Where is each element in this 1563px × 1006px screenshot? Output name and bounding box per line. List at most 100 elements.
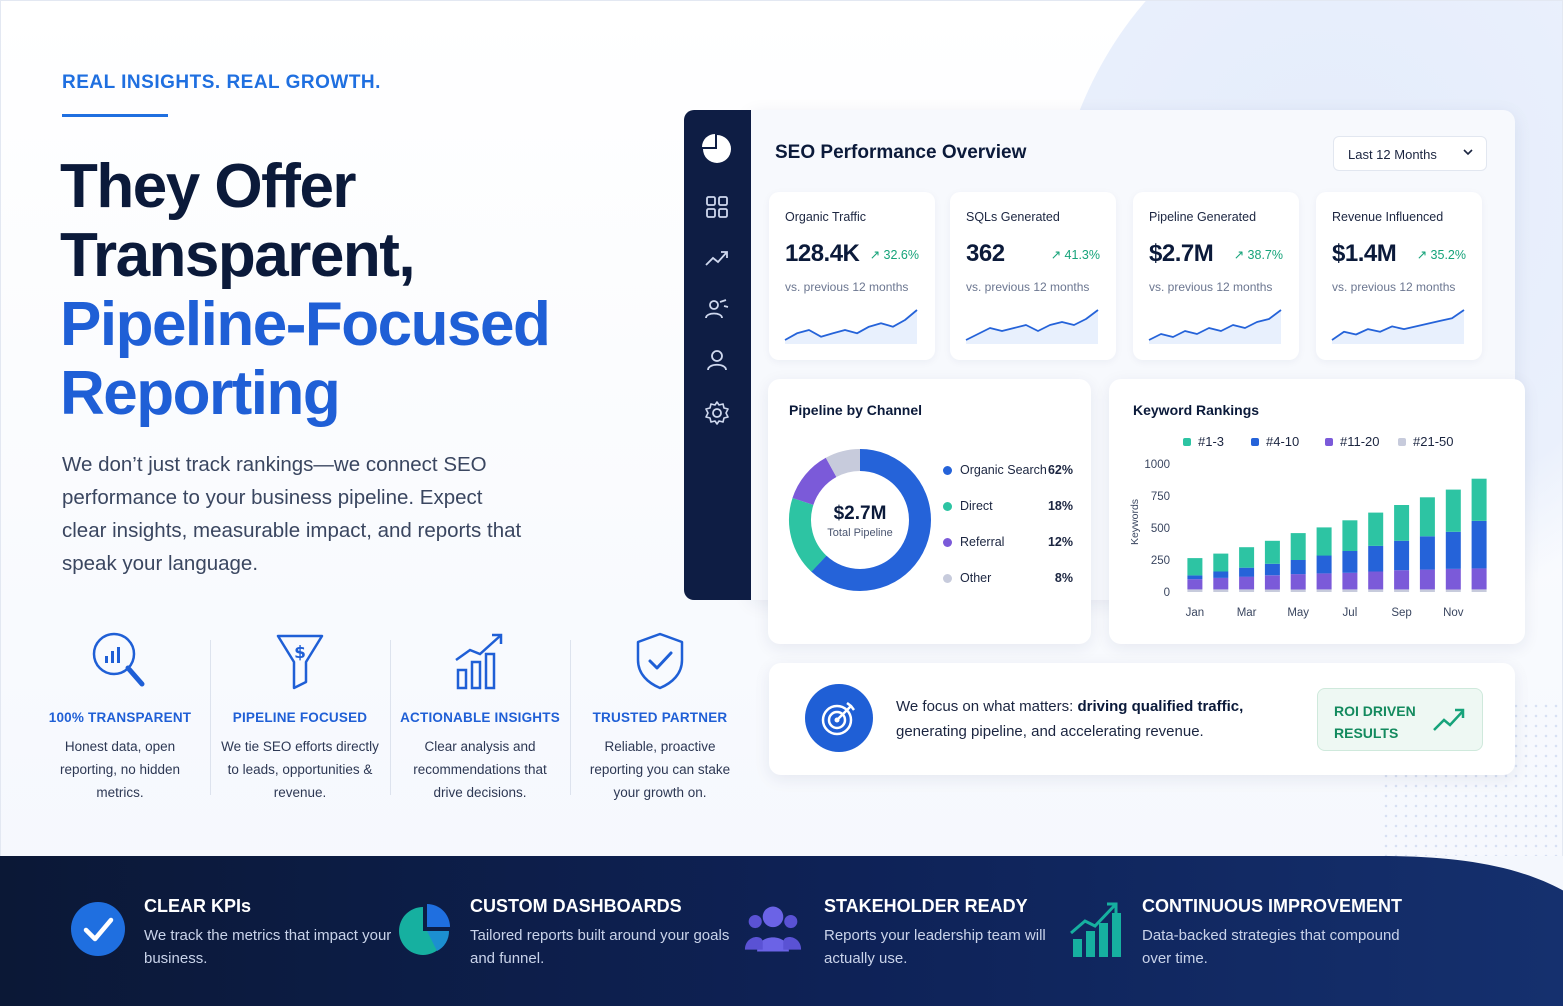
feature-desc: Clear analysis and recommendations that … [413, 739, 547, 800]
bar-segment [1239, 576, 1255, 590]
bar-segment [1187, 575, 1203, 580]
date-range-select[interactable]: Last 12 Months [1333, 136, 1487, 171]
bar-segment [1368, 589, 1384, 592]
footer-desc: We track the metrics that impact your bu… [144, 927, 392, 967]
legend-label: Other [960, 571, 992, 585]
legend-label: #11-20 [1340, 434, 1380, 449]
feature-trusted: TRUSTED PARTNER Reliable, proactive repo… [570, 630, 750, 805]
roi-badge-line-1: ROI DRIVEN [1334, 703, 1416, 719]
sparkline-chart [784, 309, 918, 344]
bar-segment [1342, 589, 1358, 592]
feature-pipeline: $ PIPELINE FOCUSED We tie SEO efforts di… [210, 630, 390, 805]
bar-segment [1264, 540, 1280, 564]
footer-curve [1380, 856, 1563, 891]
bar-segment [1264, 589, 1280, 592]
legend-item: #11-20 [1325, 434, 1380, 449]
kpi-delta: ↗ 41.3% [1050, 248, 1100, 262]
kpi-card-sqls[interactable]: SQLs Generated 362 ↗ 41.3% vs. previous … [950, 192, 1116, 360]
donut-slice [789, 449, 931, 591]
footer-title: CLEAR KPIs [144, 896, 252, 916]
keyword-title: Keyword Rankings [1133, 402, 1260, 418]
kpi-card-revenue[interactable]: Revenue Influenced $1.4M ↗ 35.2% vs. pre… [1316, 192, 1482, 360]
y-tick-label: 500 [1151, 523, 1170, 535]
bar-segment [1213, 553, 1229, 572]
feature-insights: ACTIONABLE INSIGHTS Clear analysis and r… [390, 630, 570, 805]
kpi-label: Organic Traffic [785, 210, 867, 224]
kpi-value: $1.4M [1332, 240, 1397, 267]
growth-chart-icon [390, 630, 570, 692]
legend-dot [943, 502, 952, 511]
page-title: They Offer Transparent, Pipeline-Focused… [60, 152, 551, 428]
feature-list: 100% TRANSPARENT Honest data, open repor… [30, 630, 750, 805]
legend-dot [943, 574, 952, 583]
feature-transparent: 100% TRANSPARENT Honest data, open repor… [30, 630, 210, 805]
headline-line-2: Transparent, [60, 221, 416, 290]
bar-segment [1368, 512, 1384, 546]
bar-segment [1394, 570, 1410, 590]
chevron-down-icon [1462, 146, 1474, 161]
kpi-subtext: vs. previous 12 months [966, 280, 1090, 294]
bar-segment [1471, 478, 1487, 521]
bar-segment [1239, 589, 1255, 592]
kpi-label: SQLs Generated [966, 210, 1060, 224]
legend-percent: 12% [1047, 535, 1073, 549]
sparkline-area [1149, 310, 1281, 344]
legend-row: Other 8% [943, 571, 1073, 585]
feature-title: ACTIONABLE INSIGHTS [400, 710, 560, 725]
footer-desc: Reports your leadership team will actual… [824, 927, 1046, 967]
y-tick-label: 750 [1151, 491, 1170, 503]
keyword-bar-chart: 0 250 500 750 1000 Keywords Jan Mar May Jul Sep Nov [1129, 459, 1487, 619]
x-tick-label: Jan [1186, 607, 1205, 619]
kpi-card-organic-traffic[interactable]: Organic Traffic 128.4K ↗ 32.6% vs. previ… [769, 192, 935, 360]
y-tick-label: 250 [1151, 555, 1170, 567]
bar-segment [1290, 560, 1306, 575]
roi-badge: ROI DRIVEN RESULTS [1317, 688, 1483, 751]
roi-text-lead: We focus on what matters: [896, 698, 1078, 715]
donut-center-label: Total Pipeline [827, 527, 893, 539]
kpi-value: 128.4K [785, 240, 860, 267]
bar-segment [1419, 589, 1435, 592]
bar-segment [1264, 575, 1280, 590]
roi-badge-text: ROI DRIVEN RESULTS [1334, 700, 1424, 744]
sparkline-chart [1148, 309, 1282, 344]
y-axis-label: Keywords [1129, 499, 1141, 545]
gear-icon[interactable] [704, 400, 730, 426]
bar-segment [1213, 589, 1229, 592]
kpi-card-pipeline[interactable]: Pipeline Generated $2.7M ↗ 38.7% vs. pre… [1133, 192, 1299, 360]
user-icon[interactable] [704, 347, 730, 373]
legend-percent: 8% [1054, 571, 1073, 585]
feature-title: 100% TRANSPARENT [48, 710, 192, 725]
legend-item: #1-3 [1183, 434, 1224, 449]
trend-icon[interactable] [704, 245, 730, 271]
bar-segment [1342, 572, 1358, 590]
bar-segment [1445, 489, 1461, 532]
sparkline-area [1332, 310, 1464, 344]
footer-title: CUSTOM DASHBOARDS [470, 896, 682, 916]
date-range-value: Last 12 Months [1348, 147, 1437, 162]
sparkline-chart [1331, 309, 1465, 344]
bar-segment [1290, 533, 1306, 560]
roi-text: We focus on what matters: driving qualif… [896, 694, 1296, 744]
x-tick-label: Jul [1343, 607, 1358, 619]
sparkline-area [966, 310, 1098, 344]
sparkline-line [965, 309, 1099, 341]
sparkline-chart [965, 309, 1099, 344]
sparkline-line [1148, 309, 1282, 341]
donut-slice [789, 449, 931, 591]
bar-segment [1342, 520, 1358, 551]
grid-icon[interactable] [704, 194, 730, 220]
legend-percent: 62% [1047, 463, 1073, 477]
legend-swatch [1398, 438, 1406, 446]
footer-desc: Data-backed strategies that compound ove… [1142, 927, 1400, 967]
bar-segment [1368, 545, 1384, 572]
legend-swatch [1325, 438, 1333, 446]
check-circle-icon [69, 900, 127, 958]
users-icon[interactable] [704, 296, 730, 322]
x-tick-label: Sep [1391, 607, 1411, 619]
pie-chart-logo-icon[interactable] [700, 132, 734, 166]
donut-chart [789, 449, 931, 591]
legend-label: #21-50 [1413, 434, 1454, 449]
feature-title: TRUSTED PARTNER [592, 710, 728, 725]
kpi-subtext: vs. previous 12 months [785, 280, 909, 294]
legend-swatch [1183, 438, 1191, 446]
